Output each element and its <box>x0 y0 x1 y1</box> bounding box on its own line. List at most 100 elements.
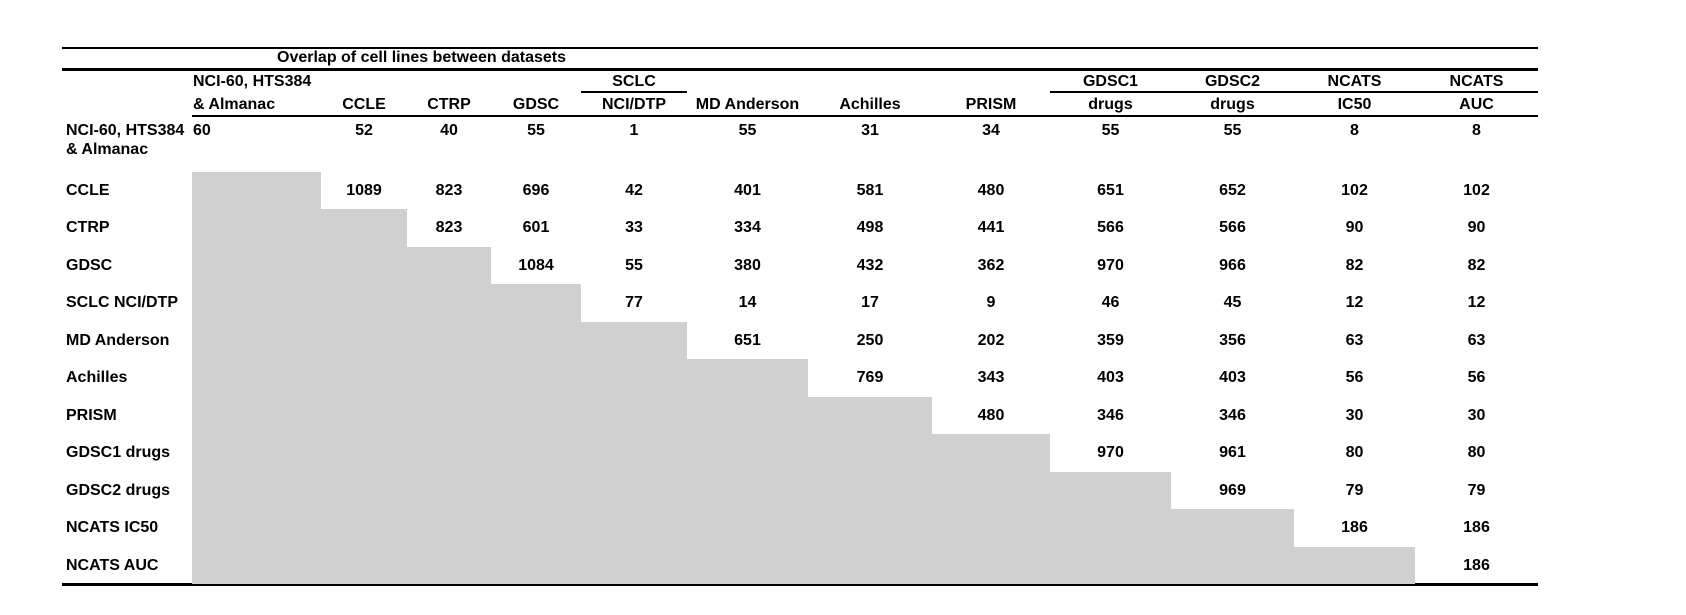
cell-value: 961 <box>1219 444 1246 462</box>
lower-triangle-block <box>192 247 491 284</box>
column-header-top: GDSC2 <box>1204 73 1261 90</box>
lower-triangle-block <box>192 209 407 247</box>
cell-value: 33 <box>625 219 643 237</box>
row-label: NCATS AUC <box>66 556 159 574</box>
cell-value: 769 <box>856 369 884 387</box>
column-header: MD Anderson <box>695 96 800 113</box>
cell-value: 46 <box>1101 294 1120 312</box>
column-header: drugs <box>1088 96 1133 113</box>
cell-value: 9 <box>986 294 996 312</box>
row-label: NCATS IC50 <box>66 519 159 537</box>
cell-value: 823 <box>435 182 463 199</box>
cell-value: 362 <box>977 256 1005 274</box>
cell-value: 52 <box>355 122 373 139</box>
column-header-top: NCATS <box>1327 73 1382 90</box>
cell-value: 55 <box>738 122 757 139</box>
spanner-underline <box>1294 91 1415 93</box>
cell-value: 651 <box>734 331 761 349</box>
bottom-rule <box>62 583 1538 586</box>
row-label: MD Anderson <box>66 331 170 349</box>
cell-value: 80 <box>1345 444 1364 462</box>
row-label: GDSC <box>66 256 113 274</box>
cell-value: 31 <box>861 122 879 139</box>
column-header: NCI/DTP <box>602 96 666 113</box>
lower-triangle-block <box>192 434 1050 472</box>
row-label: PRISM <box>66 406 117 424</box>
cell-value: 42 <box>625 182 643 199</box>
cell-value: 566 <box>1097 219 1124 237</box>
column-header-top: NCI-60, HTS384 <box>193 73 312 90</box>
cell-value: 581 <box>856 182 884 199</box>
table-caption: Overlap of cell lines between datasets <box>277 49 566 66</box>
cell-value: 80 <box>1467 444 1486 462</box>
cell-value: 56 <box>1467 369 1486 387</box>
column-header: drugs <box>1210 96 1255 113</box>
column-header: IC50 <box>1337 96 1372 113</box>
cell-value: 1084 <box>518 256 554 274</box>
cell-value: 186 <box>1463 556 1490 574</box>
row-label: CTRP <box>66 219 110 237</box>
column-header: PRISM <box>965 96 1017 113</box>
cell-value: 79 <box>1345 481 1364 499</box>
top-rule <box>62 47 1538 49</box>
cell-value: 102 <box>1463 182 1490 199</box>
row-label: Achilles <box>66 369 128 387</box>
cell-value: 60 <box>193 122 211 139</box>
cell-value: 823 <box>435 219 463 237</box>
cell-value: 30 <box>1467 406 1486 424</box>
cell-value: 90 <box>1467 219 1486 237</box>
cell-value: 970 <box>1097 256 1124 274</box>
column-header: Achilles <box>839 96 901 113</box>
cell-value: 17 <box>861 294 879 312</box>
cell-value: 480 <box>977 182 1005 199</box>
cell-value: 12 <box>1345 294 1364 312</box>
cell-value: 401 <box>734 182 761 199</box>
cell-value: 90 <box>1345 219 1364 237</box>
row-label: NCI-60, HTS384 <box>66 122 185 139</box>
cell-value: 380 <box>734 256 761 274</box>
cell-value: 1 <box>629 122 639 139</box>
cell-value: 346 <box>1097 406 1124 424</box>
cell-value: 202 <box>977 331 1005 349</box>
cell-value: 652 <box>1219 182 1246 199</box>
cell-value: 82 <box>1467 256 1486 274</box>
cell-value: 186 <box>1463 519 1490 537</box>
lower-triangle-block <box>192 284 581 322</box>
cell-value: 498 <box>856 219 884 237</box>
cell-value: 8 <box>1472 122 1481 139</box>
cell-value: 14 <box>738 294 757 312</box>
cell-value: 696 <box>522 182 550 199</box>
row-label: SCLC NCI/DTP <box>66 294 178 312</box>
column-header: & Almanac <box>193 96 276 113</box>
cell-value: 651 <box>1097 182 1124 199</box>
lower-triangle-block <box>192 509 1294 547</box>
cell-value: 8 <box>1350 122 1359 139</box>
column-header: AUC <box>1459 96 1494 113</box>
cell-value: 334 <box>734 219 761 237</box>
caption-rule <box>62 68 1538 71</box>
lower-triangle-block <box>192 359 808 397</box>
cell-value: 45 <box>1223 294 1242 312</box>
cell-value: 343 <box>977 369 1005 387</box>
cell-value: 359 <box>1097 331 1124 349</box>
spanner-underline <box>1171 91 1294 93</box>
cell-value: 970 <box>1097 444 1124 462</box>
spanner-underline <box>581 91 687 93</box>
cell-value: 186 <box>1341 519 1368 537</box>
cell-value: 969 <box>1219 481 1246 499</box>
spanner-underline <box>1050 91 1171 93</box>
cell-value: 55 <box>527 122 545 139</box>
cell-value: 601 <box>522 219 550 237</box>
cell-value: 566 <box>1219 219 1246 237</box>
cell-value: 63 <box>1467 331 1486 349</box>
cell-value: 102 <box>1341 182 1368 199</box>
lower-triangle-block <box>192 547 1415 584</box>
cell-value: 79 <box>1467 481 1486 499</box>
cell-value: 403 <box>1219 369 1246 387</box>
cell-value: 55 <box>1223 122 1242 139</box>
column-header-top: SCLC <box>612 73 656 90</box>
column-header: CCLE <box>342 96 386 113</box>
cell-value: 12 <box>1467 294 1486 312</box>
cell-value: 480 <box>977 406 1005 424</box>
